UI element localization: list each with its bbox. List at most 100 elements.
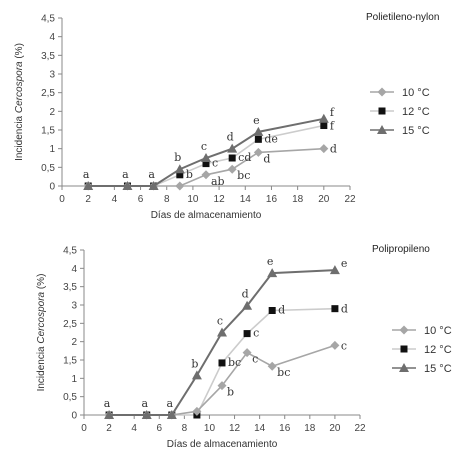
data-label: d: [242, 288, 249, 301]
x-tick-label: 10: [187, 194, 199, 205]
data-point: [201, 170, 211, 180]
data-point: [242, 300, 253, 310]
data-point: [319, 144, 329, 154]
legend-label: 12 °C: [424, 344, 452, 356]
data-point: [243, 330, 251, 338]
data-label: a: [83, 168, 90, 181]
data-label: c: [217, 315, 223, 328]
x-tick-label: 16: [266, 194, 278, 205]
x-tick-label: 22: [344, 194, 356, 205]
x-tick-label: 6: [156, 423, 162, 434]
legend-entry: 15 °C: [370, 125, 430, 137]
y-tick-label: 4: [71, 264, 77, 275]
x-tick-label: 20: [318, 194, 330, 205]
y-tick-label: 0,5: [63, 392, 77, 403]
data-label: d: [227, 131, 234, 144]
y-tick-label: 1,5: [41, 126, 55, 137]
data-point: [148, 181, 159, 190]
data-point: [217, 381, 227, 391]
data-label: b: [186, 168, 193, 181]
data-point: [377, 125, 387, 134]
data-label: bc: [277, 366, 290, 379]
data-label: b: [191, 357, 198, 370]
data-point: [242, 348, 252, 358]
x-tick-label: 14: [240, 194, 252, 205]
legend-entry: 12 °C: [370, 106, 430, 118]
series-line: [88, 117, 325, 187]
x-tick-label: 10: [204, 423, 216, 434]
data-point: [378, 107, 386, 115]
data-point: [227, 143, 238, 153]
data-label: a: [141, 397, 148, 410]
data-point: [202, 160, 210, 168]
x-tick-label: 16: [279, 423, 291, 434]
x-tick-label: 22: [354, 423, 366, 434]
x-tick-label: 14: [254, 423, 266, 434]
y-tick-label: 3: [71, 301, 77, 312]
data-point: [166, 410, 177, 419]
y-tick-label: 1: [49, 144, 55, 155]
x-tick-label: 0: [81, 423, 87, 434]
x-tick-label: 4: [112, 194, 118, 205]
data-label: e: [253, 114, 260, 127]
data-label: bc: [237, 169, 250, 182]
legend-label: 15 °C: [402, 125, 430, 137]
y-tick-label: 3: [49, 70, 55, 81]
data-point: [192, 406, 202, 416]
legend-entry: 15 °C: [392, 363, 452, 375]
panel-title: Polipropileno: [372, 244, 430, 255]
y-axis-title: Incidencia Cercospora (%): [36, 274, 47, 392]
data-point: [176, 171, 184, 179]
data-label: d: [278, 304, 285, 317]
data-label: e: [267, 255, 274, 268]
x-axis-title: Días de almacenamiento: [167, 439, 278, 450]
x-tick-label: 8: [182, 423, 188, 434]
data-label: c: [253, 327, 259, 340]
data-point: [227, 164, 237, 174]
data-label: d: [263, 152, 270, 165]
data-label: c: [341, 339, 347, 352]
data-point: [218, 359, 226, 367]
data-label: d: [341, 303, 348, 316]
legend-label: 12 °C: [402, 106, 430, 118]
data-point: [318, 113, 329, 123]
data-point: [399, 363, 409, 372]
x-tick-label: 4: [131, 423, 137, 434]
x-tick-label: 2: [85, 194, 91, 205]
data-label: de: [264, 132, 278, 145]
y-tick-label: 2: [49, 107, 55, 118]
data-point: [228, 154, 236, 162]
data-point: [122, 181, 133, 190]
y-tick-label: 3,5: [41, 51, 55, 62]
data-point: [329, 265, 340, 275]
y-tick-label: 2,5: [63, 319, 77, 330]
data-point: [175, 181, 185, 191]
data-point: [254, 135, 262, 143]
y-tick-label: 4,5: [41, 14, 55, 25]
x-axis-title: Días de almacenamiento: [151, 210, 262, 221]
x-tick-label: 0: [59, 194, 65, 205]
data-label: b: [174, 151, 181, 164]
data-label: f: [330, 120, 335, 133]
data-point: [104, 410, 115, 419]
data-label: c: [212, 157, 218, 170]
data-point: [83, 181, 94, 190]
legend-entry: 10 °C: [392, 325, 452, 337]
x-tick-label: 12: [229, 423, 241, 434]
y-tick-label: 4,5: [63, 246, 77, 257]
panel-title: Polietileno-nylon: [366, 12, 439, 23]
data-point: [377, 87, 387, 97]
data-point: [399, 325, 409, 335]
data-point: [191, 370, 202, 380]
x-tick-label: 2: [106, 423, 112, 434]
series-15c: [83, 113, 329, 190]
y-tick-label: 0: [49, 182, 55, 193]
data-label: ab: [211, 175, 225, 188]
x-tick-label: 12: [214, 194, 226, 205]
data-label: c: [201, 140, 207, 153]
data-label: bc: [228, 356, 241, 369]
data-point: [267, 268, 278, 278]
data-label: a: [104, 397, 111, 410]
data-point: [253, 126, 264, 136]
data-label: c: [252, 353, 258, 366]
